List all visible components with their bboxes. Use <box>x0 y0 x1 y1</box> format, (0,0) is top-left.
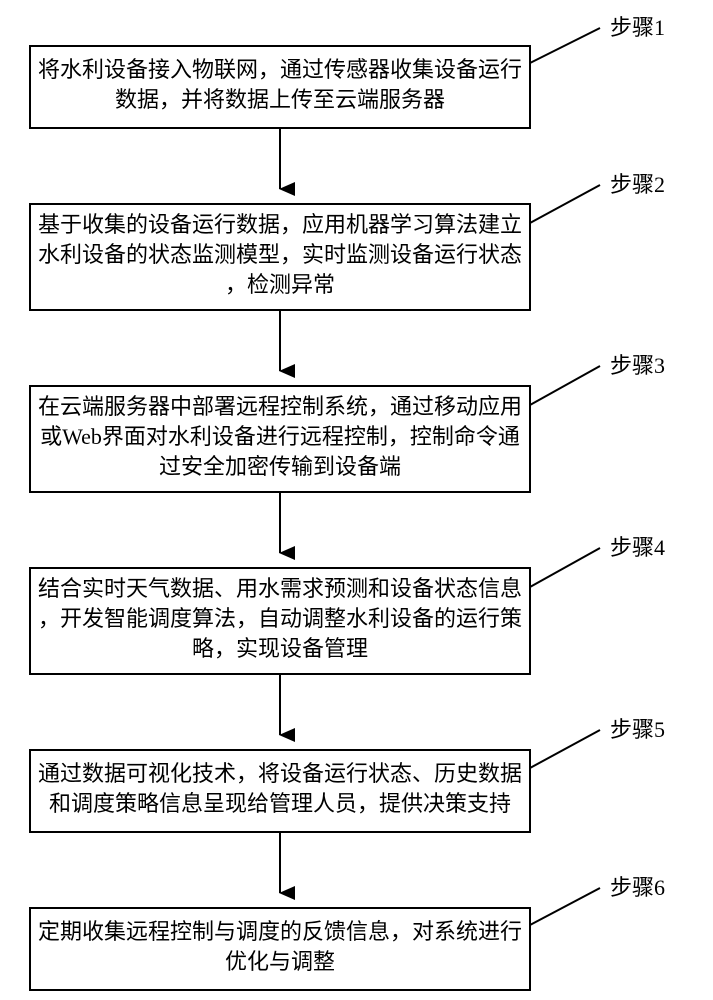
step-text: 优化与调整 <box>225 949 335 974</box>
step-label-2: 步骤2 <box>610 172 665 197</box>
step-text: ，开发智能调度算法，自动调整水利设备的运行策 <box>38 606 522 631</box>
step-text: 通过数据可视化技术，将设备运行状态、历史数据 <box>38 761 522 786</box>
step-text: 过安全加密传输到设备端 <box>159 454 401 479</box>
step-text: 定期收集远程控制与调度的反馈信息，对系统进行 <box>38 919 522 944</box>
step-box-6: 定期收集远程控制与调度的反馈信息，对系统进行优化与调整 <box>30 908 530 990</box>
step-box-1: 将水利设备接入物联网，通过传感器收集设备运行数据，并将数据上传至云端服务器 <box>30 46 530 128</box>
step-label-5: 步骤5 <box>610 717 665 742</box>
step-box-2: 基于收集的设备运行数据，应用机器学习算法建立水利设备的状态监测模型，实时监测设备… <box>30 204 530 310</box>
label-connector <box>530 185 600 223</box>
step-text: 结合实时天气数据、用水需求预测和设备状态信息 <box>38 576 522 601</box>
label-connector <box>530 888 600 925</box>
step-text: 在云端服务器中部署远程控制系统，通过移动应用 <box>38 394 522 419</box>
step-label-4: 步骤4 <box>610 535 665 560</box>
step-text: 基于收集的设备运行数据，应用机器学习算法建立 <box>38 212 522 237</box>
step-label-3: 步骤3 <box>610 353 665 378</box>
label-connector <box>530 548 600 587</box>
step-label-1: 步骤1 <box>610 15 665 40</box>
step-text: 和调度策略信息呈现给管理人员，提供决策支持 <box>49 791 511 816</box>
step-text: 略，实现设备管理 <box>192 636 368 661</box>
step-text: 水利设备的状态监测模型，实时监测设备运行状态 <box>38 242 522 267</box>
label-connector <box>530 730 600 768</box>
label-connector <box>530 366 600 405</box>
step-text: 数据，并将数据上传至云端服务器 <box>115 87 445 112</box>
step-box-4: 结合实时天气数据、用水需求预测和设备状态信息 ，开发智能调度算法，自动调整水利设备… <box>30 568 530 674</box>
step-box-3: 在云端服务器中部署远程控制系统，通过移动应用或Web界面对水利设备进行远程控制，… <box>30 386 530 492</box>
step-text: 或Web界面对水利设备进行远程控制，控制命令通 <box>40 424 520 449</box>
step-box-5: 通过数据可视化技术，将设备运行状态、历史数据和调度策略信息呈现给管理人员，提供决… <box>30 750 530 832</box>
label-connector <box>530 28 600 63</box>
step-label-6: 步骤6 <box>610 875 665 900</box>
step-text: ，检测异常 <box>225 272 335 297</box>
step-text: 将水利设备接入物联网，通过传感器收集设备运行 <box>38 57 522 82</box>
